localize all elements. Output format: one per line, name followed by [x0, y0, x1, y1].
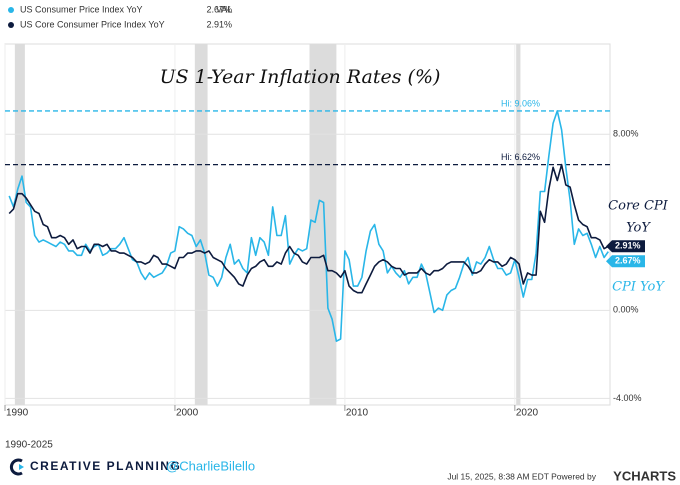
handle: @CharlieBilello [166, 458, 255, 473]
end-tag [606, 255, 645, 268]
x-tick-label: 1990 [6, 408, 29, 419]
series-tag: CPI YoY [612, 280, 665, 295]
legend-header: VAL [216, 4, 232, 14]
legend-value: 2.91% [206, 19, 232, 29]
shaded-period [309, 44, 337, 405]
shaded-period [194, 44, 208, 405]
y-tick-label: 0.00% [613, 305, 639, 315]
end-tag-label: 2.67% [615, 256, 641, 266]
series-tag: Core CPI [608, 199, 669, 214]
legend-marker [8, 7, 14, 13]
provider: YCHARTS [613, 468, 676, 483]
x-tick-label: 2000 [176, 408, 199, 419]
legend-label: US Consumer Price Index YoY [20, 4, 143, 14]
high-label: Hi: 6.62% [501, 152, 540, 162]
shaded-period [516, 44, 521, 405]
high-label: Hi: 9.06% [501, 98, 540, 108]
series-tag: YoY [626, 221, 651, 236]
date-range: 1990-2025 [5, 440, 53, 451]
logo [9, 458, 24, 476]
end-tag-label: 2.91% [615, 241, 641, 251]
y-tick-label: 8.00% [613, 129, 639, 139]
legend-label: US Core Consumer Price Index YoY [20, 19, 165, 29]
brand: CREATIVE PLANNING [30, 459, 181, 473]
y-tick-label: -4.00% [613, 393, 642, 403]
legend-value: 2.67% [206, 4, 232, 14]
x-tick-label: 2010 [346, 408, 369, 419]
x-tick-label: 2020 [516, 408, 539, 419]
series-line [8, 110, 609, 343]
timestamp: Jul 15, 2025, 8:38 AM EDT Powered by [447, 471, 596, 481]
end-tag [606, 240, 645, 253]
series-line [8, 163, 609, 294]
shaded-period [14, 44, 25, 405]
chart-title: US 1-Year Inflation Rates (%) [160, 66, 441, 88]
legend-marker [8, 22, 14, 28]
